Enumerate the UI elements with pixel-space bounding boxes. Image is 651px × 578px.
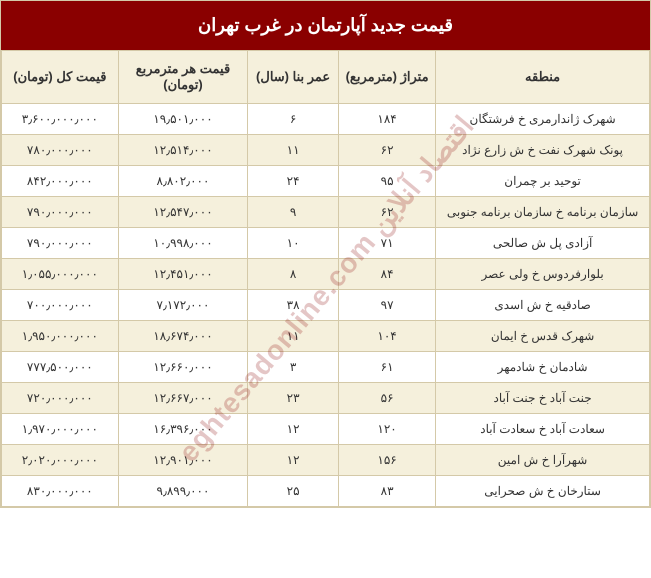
cell-total-price: ۷۰۰٫۰۰۰٫۰۰۰ — [2, 290, 119, 321]
cell-total-price: ۱٫۰۵۵٫۰۰۰٫۰۰۰ — [2, 259, 119, 290]
cell-age: ۳ — [248, 352, 339, 383]
cell-total-price: ۸۳۰٫۰۰۰٫۰۰۰ — [2, 476, 119, 507]
cell-total-price: ۱٫۹۷۰٫۰۰۰٫۰۰۰ — [2, 414, 119, 445]
table-row: سعادت آباد خ سعادت آباد۱۲۰۱۲۱۶٫۳۹۶٫۰۰۰۱٫… — [2, 414, 650, 445]
cell-price-per-meter: ۷٫۱۷۲٫۰۰۰ — [118, 290, 248, 321]
table-row: جنت آباد خ جنت آباد۵۶۲۳۱۲٫۶۶۷٫۰۰۰۷۲۰٫۰۰۰… — [2, 383, 650, 414]
cell-area: ۵۶ — [338, 383, 435, 414]
table-row: بلوارفردوس خ ولی عصر۸۴۸۱۲٫۴۵۱٫۰۰۰۱٫۰۵۵٫۰… — [2, 259, 650, 290]
cell-age: ۸ — [248, 259, 339, 290]
cell-age: ۶ — [248, 104, 339, 135]
header-region: منطقه — [436, 51, 650, 104]
cell-area: ۷۱ — [338, 228, 435, 259]
cell-total-price: ۷۸۰٫۰۰۰٫۰۰۰ — [2, 135, 119, 166]
header-price-per-meter: قیمت هر مترمربع (تومان) — [118, 51, 248, 104]
table-row: شهرآرا خ ش امین۱۵۶۱۲۱۲٫۹۰۱٫۰۰۰۲٫۰۲۰٫۰۰۰٫… — [2, 445, 650, 476]
cell-price-per-meter: ۱۸٫۶۷۴٫۰۰۰ — [118, 321, 248, 352]
cell-total-price: ۷۲۰٫۰۰۰٫۰۰۰ — [2, 383, 119, 414]
cell-region: پونک شهرک نفت خ ش زارع نژاد — [436, 135, 650, 166]
cell-price-per-meter: ۱۲٫۶۶۰٫۰۰۰ — [118, 352, 248, 383]
cell-price-per-meter: ۱۶٫۳۹۶٫۰۰۰ — [118, 414, 248, 445]
cell-region: بلوارفردوس خ ولی عصر — [436, 259, 650, 290]
cell-area: ۱۰۴ — [338, 321, 435, 352]
header-area: متراژ (مترمربع) — [338, 51, 435, 104]
cell-area: ۸۳ — [338, 476, 435, 507]
cell-area: ۱۵۶ — [338, 445, 435, 476]
cell-age: ۱۱ — [248, 135, 339, 166]
header-age: عمر بنا (سال) — [248, 51, 339, 104]
cell-area: ۶۲ — [338, 197, 435, 228]
cell-total-price: ۷۷۷٫۵۰۰٫۰۰۰ — [2, 352, 119, 383]
cell-region: آزادی پل ش صالحی — [436, 228, 650, 259]
table-row: ستارخان خ ش صحرایی۸۳۲۵۹٫۸۹۹٫۰۰۰۸۳۰٫۰۰۰٫۰… — [2, 476, 650, 507]
cell-age: ۹ — [248, 197, 339, 228]
cell-region: سعادت آباد خ سعادت آباد — [436, 414, 650, 445]
cell-age: ۱۱ — [248, 321, 339, 352]
cell-age: ۲۳ — [248, 383, 339, 414]
cell-area: ۱۲۰ — [338, 414, 435, 445]
cell-price-per-meter: ۱۲٫۵۱۴٫۰۰۰ — [118, 135, 248, 166]
table-title: قیمت جدید آپارتمان در غرب تهران — [1, 1, 650, 50]
cell-region: جنت آباد خ جنت آباد — [436, 383, 650, 414]
cell-price-per-meter: ۱۲٫۹۰۱٫۰۰۰ — [118, 445, 248, 476]
cell-total-price: ۷۹۰٫۰۰۰٫۰۰۰ — [2, 197, 119, 228]
cell-region: سازمان برنامه خ سازمان برنامه جنوبی — [436, 197, 650, 228]
header-total-price: قیمت کل (تومان) — [2, 51, 119, 104]
cell-total-price: ۷۹۰٫۰۰۰٫۰۰۰ — [2, 228, 119, 259]
cell-total-price: ۸۴۲٫۰۰۰٫۰۰۰ — [2, 166, 119, 197]
cell-area: ۶۲ — [338, 135, 435, 166]
cell-region: شهرک ژاندارمری خ فرشتگان — [436, 104, 650, 135]
cell-region: شهرآرا خ ش امین — [436, 445, 650, 476]
cell-age: ۲۵ — [248, 476, 339, 507]
cell-total-price: ۲٫۰۲۰٫۰۰۰٫۰۰۰ — [2, 445, 119, 476]
table-row: سازمان برنامه خ سازمان برنامه جنوبی۶۲۹۱۲… — [2, 197, 650, 228]
cell-age: ۱۰ — [248, 228, 339, 259]
cell-area: ۹۷ — [338, 290, 435, 321]
cell-area: ۸۴ — [338, 259, 435, 290]
table-row: توحید بر چمران۹۵۲۴۸٫۸۰۲٫۰۰۰۸۴۲٫۰۰۰٫۰۰۰ — [2, 166, 650, 197]
table-row: پونک شهرک نفت خ ش زارع نژاد۶۲۱۱۱۲٫۵۱۴٫۰۰… — [2, 135, 650, 166]
price-table: منطقه متراژ (مترمربع) عمر بنا (سال) قیمت… — [1, 50, 650, 507]
cell-region: شادمان خ شادمهر — [436, 352, 650, 383]
table-row: شادمان خ شادمهر۶۱۳۱۲٫۶۶۰٫۰۰۰۷۷۷٫۵۰۰٫۰۰۰ — [2, 352, 650, 383]
cell-price-per-meter: ۱۹٫۵۰۱٫۰۰۰ — [118, 104, 248, 135]
cell-area: ۱۸۴ — [338, 104, 435, 135]
price-table-container: قیمت جدید آپارتمان در غرب تهران منطقه مت… — [0, 0, 651, 508]
cell-age: ۳۸ — [248, 290, 339, 321]
cell-age: ۱۲ — [248, 445, 339, 476]
cell-area: ۶۱ — [338, 352, 435, 383]
cell-age: ۱۲ — [248, 414, 339, 445]
cell-area: ۹۵ — [338, 166, 435, 197]
cell-price-per-meter: ۱۲٫۵۴۷٫۰۰۰ — [118, 197, 248, 228]
cell-price-per-meter: ۱۲٫۶۶۷٫۰۰۰ — [118, 383, 248, 414]
cell-region: ستارخان خ ش صحرایی — [436, 476, 650, 507]
cell-total-price: ۱٫۹۵۰٫۰۰۰٫۰۰۰ — [2, 321, 119, 352]
cell-price-per-meter: ۸٫۸۰۲٫۰۰۰ — [118, 166, 248, 197]
table-row: آزادی پل ش صالحی۷۱۱۰۱۰٫۹۹۸٫۰۰۰۷۹۰٫۰۰۰٫۰۰… — [2, 228, 650, 259]
cell-price-per-meter: ۱۲٫۴۵۱٫۰۰۰ — [118, 259, 248, 290]
cell-region: شهرک قدس خ ایمان — [436, 321, 650, 352]
cell-region: صادقیه خ ش اسدی — [436, 290, 650, 321]
table-body: شهرک ژاندارمری خ فرشتگان۱۸۴۶۱۹٫۵۰۱٫۰۰۰۳٫… — [2, 104, 650, 507]
header-row: منطقه متراژ (مترمربع) عمر بنا (سال) قیمت… — [2, 51, 650, 104]
cell-price-per-meter: ۹٫۸۹۹٫۰۰۰ — [118, 476, 248, 507]
table-row: شهرک ژاندارمری خ فرشتگان۱۸۴۶۱۹٫۵۰۱٫۰۰۰۳٫… — [2, 104, 650, 135]
cell-age: ۲۴ — [248, 166, 339, 197]
cell-total-price: ۳٫۶۰۰٫۰۰۰٫۰۰۰ — [2, 104, 119, 135]
table-row: صادقیه خ ش اسدی۹۷۳۸۷٫۱۷۲٫۰۰۰۷۰۰٫۰۰۰٫۰۰۰ — [2, 290, 650, 321]
cell-region: توحید بر چمران — [436, 166, 650, 197]
cell-price-per-meter: ۱۰٫۹۹۸٫۰۰۰ — [118, 228, 248, 259]
table-row: شهرک قدس خ ایمان۱۰۴۱۱۱۸٫۶۷۴٫۰۰۰۱٫۹۵۰٫۰۰۰… — [2, 321, 650, 352]
